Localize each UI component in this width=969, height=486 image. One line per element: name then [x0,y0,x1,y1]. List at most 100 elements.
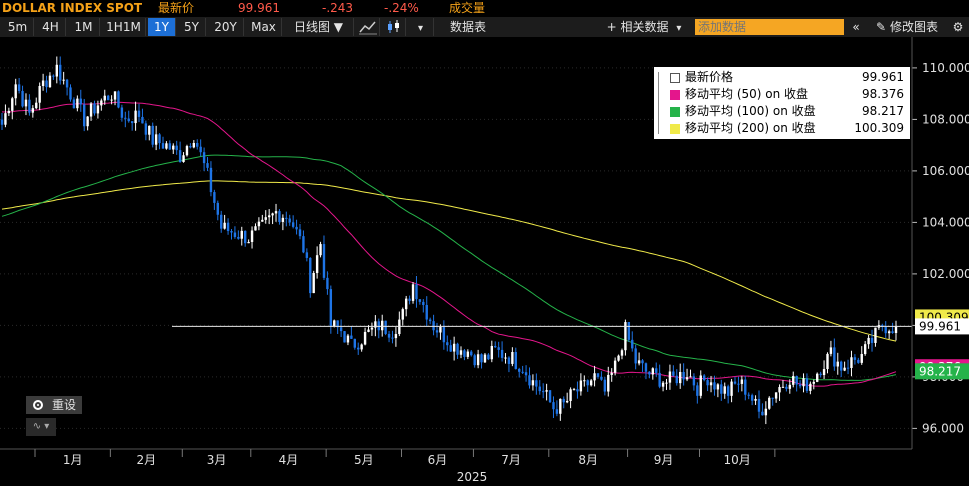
candle-down [644,363,648,372]
title-bar: DOLLAR INDEX SPOT 最新价 99.961 -.243 -.24%… [0,0,969,17]
candle-up [31,108,35,113]
candle-down [480,354,483,363]
candle-up [96,105,100,114]
candle-up [565,400,569,403]
x-axis: 1月 2月 3月 4月 5月 6月 7月 8月 9月 10月 2025 [0,448,912,484]
candle-down [733,381,737,384]
candle-up [14,84,17,99]
candle-down [839,361,843,371]
ma200-line [1,180,897,342]
range-5m-button[interactable]: 5m [2,18,34,36]
candle-down [285,217,288,219]
candle-down [682,371,685,380]
candle-down [470,351,473,356]
candle-up [281,217,285,222]
add-data-input[interactable] [695,19,844,35]
candle-up [110,99,113,101]
range-20y-button[interactable]: 20Y [208,18,244,36]
candle-down [500,349,504,358]
candle-up [274,211,278,214]
candle-down [795,375,798,385]
candle-down [220,214,223,229]
range-1h1m-button[interactable]: 1H1M [102,18,146,36]
candle-down [702,375,706,381]
chart-mode-button[interactable]: ∿ ▾ [26,418,56,436]
candle-up [504,357,507,359]
candle-up [589,380,593,386]
last-price-label: 最新价 [158,1,195,15]
candle-down [600,376,603,380]
candle-up [404,298,408,310]
legend-item-last-price[interactable]: 最新价格 99.961 [654,69,910,86]
candle-up [709,382,713,386]
price-chart[interactable]: 96.00098.000100.000102.000104.000106.000… [0,37,969,486]
range-5y-button[interactable]: 5Y [178,18,206,36]
candle-down [298,229,302,237]
candle-down [326,277,329,290]
candle-up [545,390,548,392]
candle-down [596,373,600,377]
candle-up [411,284,415,301]
chart-options-dropdown[interactable]: ▾ [408,18,434,36]
candle-up [483,354,487,363]
ma100-line [1,154,897,381]
candle-up [665,382,668,384]
range-1m-button[interactable]: 1M [68,18,100,36]
collapse-button[interactable]: « [846,18,866,36]
candle-down [199,146,202,153]
candle-down [161,143,165,149]
candle-down [576,389,579,392]
legend-item-ma200[interactable]: 移动平均 (200) on 收盘 100.309 [654,120,910,137]
line-chart-button[interactable] [356,18,380,36]
candle-up [740,379,744,384]
legend-label: 移动平均 (100) on 收盘 [685,104,816,118]
candle-down [672,371,675,376]
data-table-button[interactable]: 数据表 [449,20,486,34]
x-tick-label: 6月 [428,453,448,467]
candle-down [418,299,422,302]
candle-down [473,355,476,366]
legend-value: 98.217 [862,104,904,118]
candle-down [52,75,55,77]
legend-label: 移动平均 (50) on 收盘 [685,87,809,101]
candle-up [370,327,374,330]
range-max-button[interactable]: Max [246,18,282,36]
edit-chart-button[interactable]: ✎ 修改图表 [868,18,946,36]
legend-item-ma100[interactable]: 移动平均 (100) on 收盘 98.217 [654,103,910,120]
candle-up [826,353,829,370]
candle-down [761,411,764,416]
candle-down [675,375,678,384]
price-change-percent: -.24% [384,1,419,15]
candle-chart-button[interactable] [382,18,406,36]
related-data-button[interactable]: + 相关数据 ▾ [598,18,690,36]
candle-down [634,348,637,364]
ma-badge-label: 98.217 [919,364,961,378]
candle-down [456,343,459,355]
candle-up [689,376,692,378]
range-4h-button[interactable]: 4H [36,18,66,36]
candle-up [381,320,384,331]
candle-up [874,327,877,343]
candle-down [524,372,528,376]
legend-label: 最新价格 [685,70,734,84]
candle-down [521,371,524,373]
chart-type-dropdown[interactable]: 日线图 ▼ [284,18,354,36]
candle-up [113,91,117,100]
candle-down [28,99,31,113]
candle-down [819,373,822,376]
grid-lines [0,67,912,429]
candle-up [172,145,175,150]
candle-up [89,103,93,117]
last-price-value: 99.961 [238,1,280,15]
candle-down [548,390,552,403]
range-1y-button[interactable]: 1Y [148,18,176,36]
ma50-line [1,101,897,387]
settings-button[interactable]: ⚙ [948,18,968,36]
reset-button[interactable]: 重设 [26,396,82,414]
candle-down [408,298,411,301]
candle-up [185,146,189,156]
candle-down [870,337,874,343]
legend-item-ma50[interactable]: 移动平均 (50) on 收盘 98.376 [654,86,910,103]
candle-up [887,331,891,334]
candle-down [329,289,333,327]
